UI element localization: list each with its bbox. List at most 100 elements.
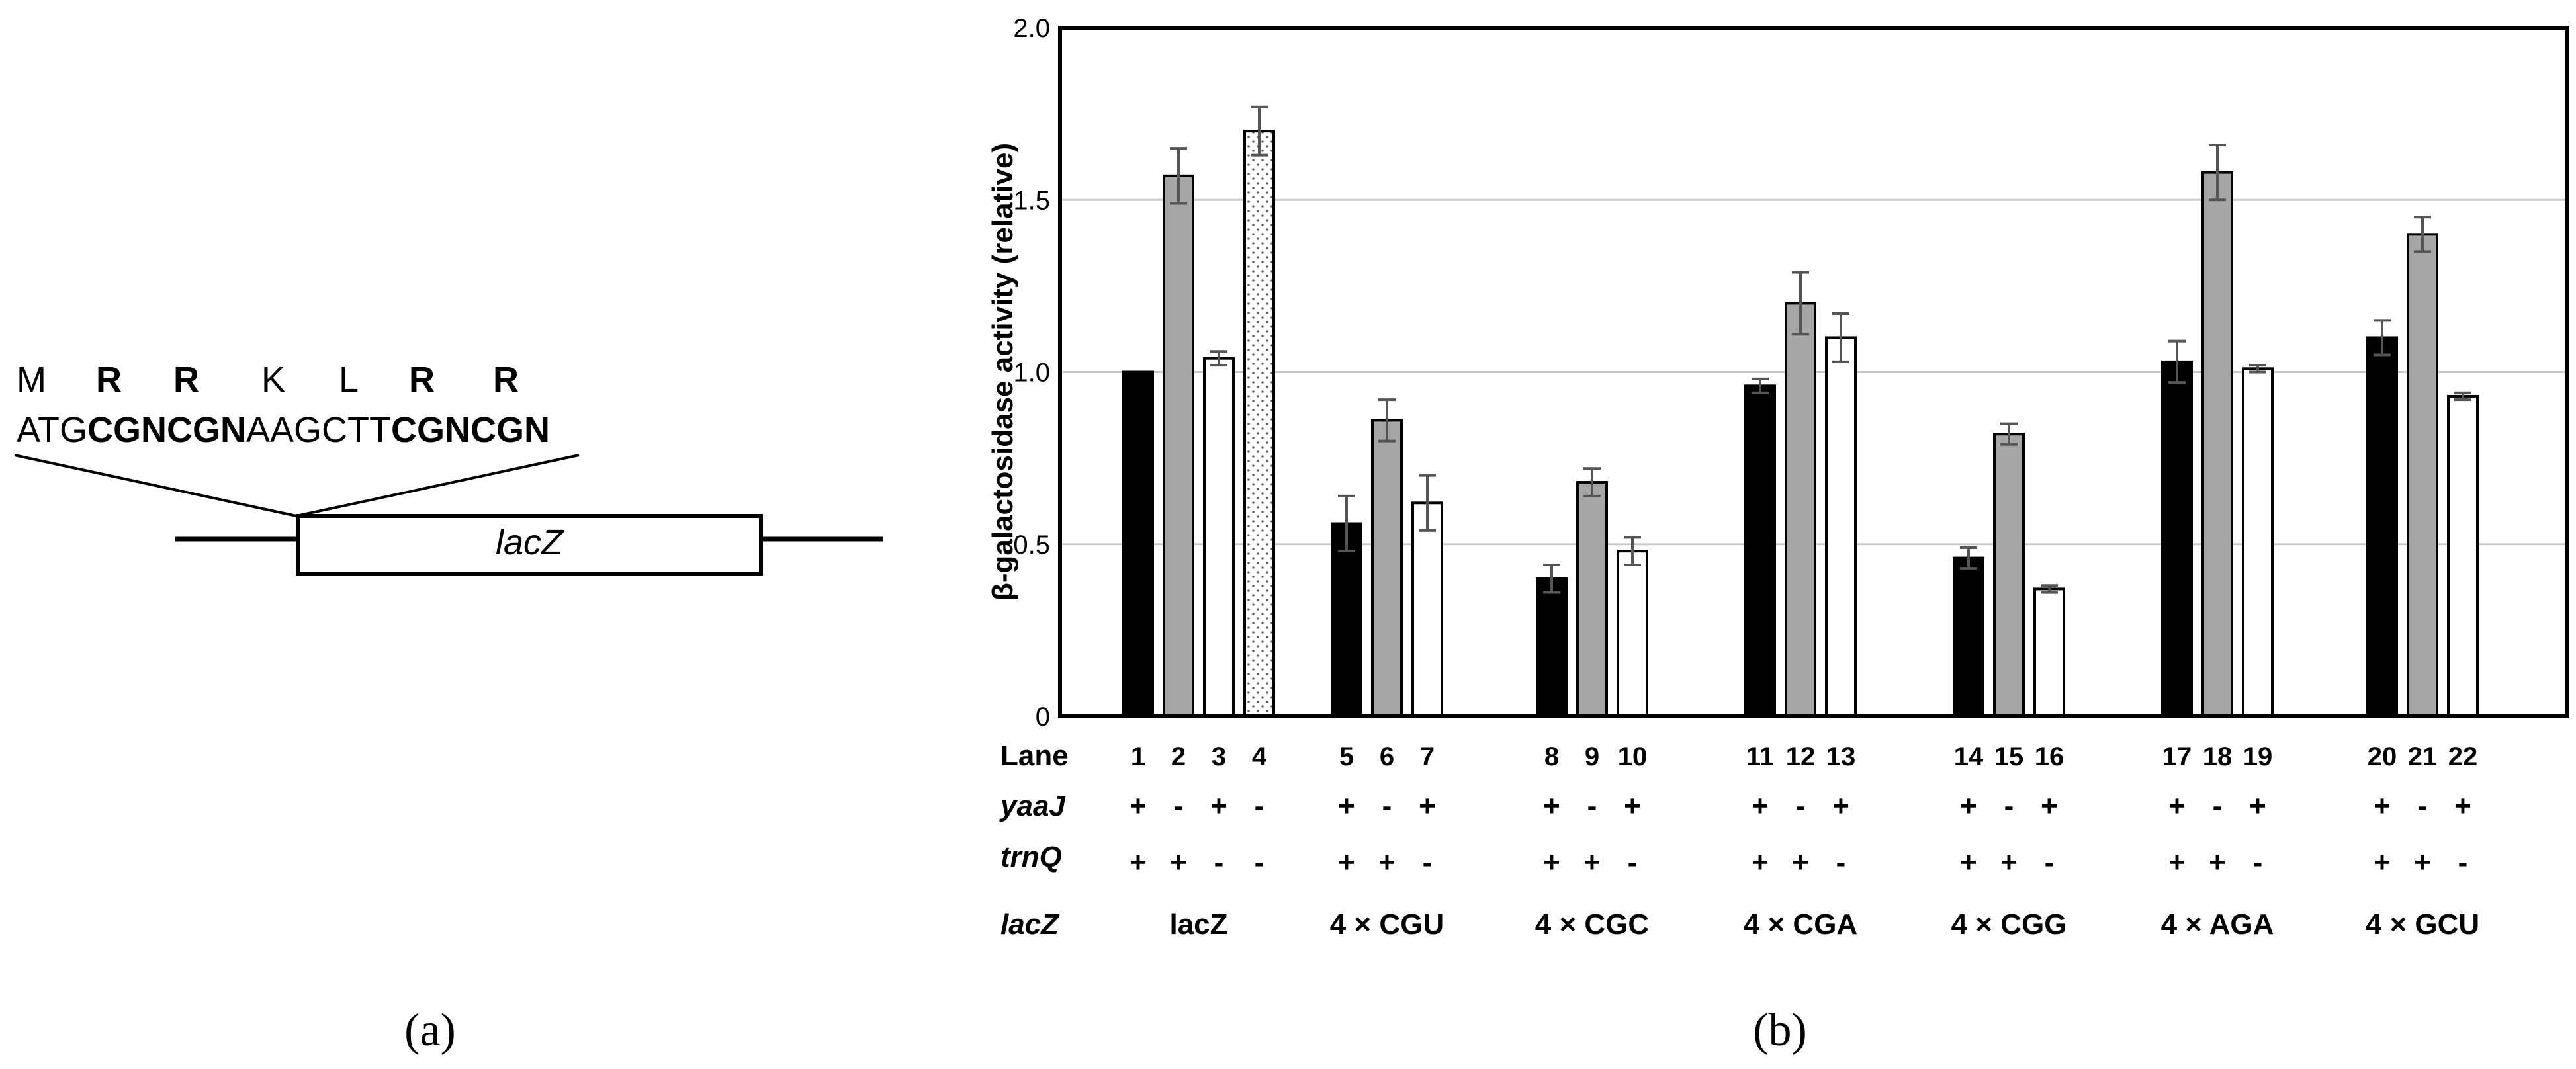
error-bar-lane-13 (1832, 312, 1849, 363)
bar-lane-2 (1163, 174, 1194, 718)
seq-part-0: ATG (17, 410, 87, 450)
group-label: 4 × CGA (1744, 908, 1857, 941)
y-tick-label: 1.0 (1013, 359, 1050, 388)
insert-line-right (296, 454, 580, 517)
bar-lane-16 (2033, 587, 2065, 718)
trnq-sign: - (2253, 846, 2263, 878)
yaaj-sign: - (2213, 790, 2223, 822)
lane-number: 3 (1212, 742, 1226, 771)
yaaj-sign: + (2454, 790, 2471, 822)
yaaj-sign: - (2004, 790, 2014, 822)
y-tick-label: 0.5 (1013, 531, 1050, 560)
error-bar-lane-6 (1378, 398, 1396, 443)
error-bar-lane-17 (2168, 339, 2186, 384)
lane-number: 17 (2162, 742, 2192, 771)
bar-lane-8 (1536, 577, 1568, 718)
error-bar-lane-12 (1792, 271, 1809, 336)
error-bar-lane-11 (1752, 377, 1769, 394)
group-label: 4 × CGG (1951, 908, 2067, 941)
bar-lane-11 (1744, 384, 1776, 718)
seq-part-1: CGNCGN (87, 410, 246, 450)
genotype-signs: ++-++---++-++-++-++-++-++-++-++-++-++-++… (1130, 790, 2471, 878)
lane-number: 8 (1544, 742, 1559, 771)
error-bar-lane-2 (1170, 147, 1187, 205)
error-bar-lane-19 (2249, 364, 2266, 374)
lane-number: 13 (1826, 742, 1856, 771)
trnq-sign: + (1130, 846, 1147, 878)
trnq-sign: + (2374, 846, 2391, 878)
lane-number: 11 (1746, 742, 1774, 771)
error-bar-lane-15 (2000, 422, 2018, 446)
row-label-yaaj: yaaJ (999, 790, 1066, 822)
yaaj-sign: + (1752, 790, 1769, 822)
lane-number: 6 (1380, 742, 1394, 771)
group-label: 4 × CGU (1330, 908, 1444, 941)
lane-number: 21 (2408, 742, 2438, 771)
yaaj-sign: + (2374, 790, 2391, 822)
yaaj-sign: + (1210, 790, 1227, 822)
lane-number: 14 (1954, 742, 1984, 771)
aa-5: R (409, 360, 435, 400)
bars (1122, 105, 2479, 718)
aa-2: R (173, 360, 199, 400)
group-labels: lacZ 4 × CGU 4 × CGC 4 × CGA 4 × CGG 4 × AGA 4… (1169, 908, 2479, 941)
trnq-sign: + (1960, 846, 1977, 878)
aa-6: R (493, 360, 519, 400)
bar-lane-3 (1203, 357, 1235, 718)
yaaj-sign: - (1255, 790, 1265, 822)
panel-b: 0 0.5 1.0 1.5 2.0 β-galactosidase activity (… (987, 14, 2569, 1056)
bar-lane-13 (1825, 336, 1857, 718)
plot-frame (1058, 26, 2569, 718)
bar-lane-14 (1953, 556, 1984, 718)
yaaj-sign: + (1960, 790, 1977, 822)
bar-lane-22 (2447, 394, 2479, 718)
y-tick-label: 1.5 (1013, 186, 1050, 215)
bar-lane-19 (2242, 367, 2274, 718)
bar-lane-7 (1411, 501, 1443, 718)
yaaj-sign: - (1174, 790, 1184, 822)
error-bar-lane-14 (1960, 546, 1977, 570)
panel-b-label: (b) (1753, 1005, 1807, 1056)
lane-number: 9 (1585, 742, 1599, 771)
error-bar-lane-21 (2414, 216, 2431, 253)
yaaj-sign: + (2249, 790, 2266, 822)
bar-lane-1 (1122, 370, 1154, 718)
y-axis-label: β-galactosidase activity (relative) (987, 143, 1019, 601)
yaaj-sign: + (1419, 790, 1436, 822)
lane-number: 7 (1420, 742, 1435, 771)
lane-number: 5 (1339, 742, 1354, 771)
error-bar-lane-7 (1419, 474, 1436, 532)
error-bar-lane-10 (1624, 536, 1641, 566)
trnq-sign: - (1628, 846, 1638, 878)
yaaj-sign: + (2168, 790, 2186, 822)
trnq-sign: + (1752, 846, 1769, 878)
dna-sequence: ATGCGNCGNAAGCTTCGNCGN (17, 410, 550, 450)
lane-number: 16 (2035, 742, 2065, 771)
aa-1: R (96, 360, 122, 400)
error-bar-lane-18 (2209, 143, 2226, 202)
trnq-sign: + (1378, 846, 1396, 878)
trnq-sign: + (2000, 846, 2018, 878)
aa-3: K (261, 360, 285, 400)
error-bar-lane-20 (2374, 319, 2391, 357)
group-label: 4 × GCU (2366, 908, 2479, 941)
trnq-sign: + (1338, 846, 1355, 878)
y-axis-ticks: 0 0.5 1.0 1.5 2.0 (1013, 14, 1050, 732)
error-bar-lane-3 (1210, 350, 1227, 367)
yaaj-sign: - (1796, 790, 1806, 822)
seq-part-2: AAGCTT (246, 410, 391, 450)
trnq-sign: - (1423, 846, 1433, 878)
lane-number: 10 (1618, 742, 1648, 771)
error-bar-lane-22 (2454, 391, 2471, 402)
row-label-trnq: trnQ (1000, 841, 1062, 873)
bar-lane-5 (1331, 522, 1362, 718)
y-tick-label: 0 (1036, 703, 1050, 732)
bar-lane-17 (2161, 360, 2193, 718)
aa-4: L (339, 360, 359, 400)
lane-number: 12 (1786, 742, 1816, 771)
bar-lane-6 (1371, 419, 1403, 718)
y-tick-label: 2.0 (1013, 14, 1050, 43)
trnq-sign: + (2168, 846, 2186, 878)
lane-number: 22 (2448, 742, 2478, 771)
